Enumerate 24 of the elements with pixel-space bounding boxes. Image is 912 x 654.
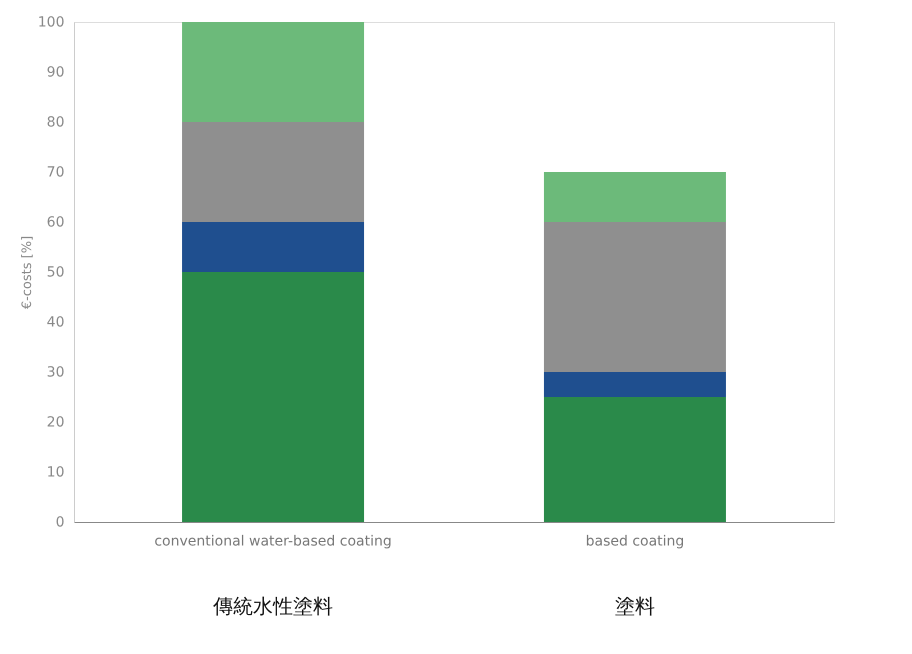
y-tick-label: 40 bbox=[46, 314, 64, 330]
y-tick-label: 50 bbox=[46, 264, 64, 280]
x-tick-label: based coating bbox=[586, 534, 684, 550]
bar bbox=[182, 222, 364, 272]
y-tick-label: 90 bbox=[46, 64, 64, 80]
y-axis-title: €-costs [%] bbox=[20, 236, 35, 310]
y-tick-label: 30 bbox=[46, 364, 64, 380]
y-tick-label: 10 bbox=[46, 464, 64, 480]
bar bbox=[544, 372, 726, 397]
bar bbox=[182, 122, 364, 222]
bar bbox=[544, 172, 726, 222]
text: 塗料 bbox=[614, 594, 655, 618]
bar bbox=[182, 272, 364, 522]
bar bbox=[544, 397, 726, 522]
bar bbox=[182, 22, 364, 122]
y-tick-label: 20 bbox=[46, 414, 64, 430]
text: 傳統水性塗料 bbox=[212, 594, 334, 618]
y-tick-label: 80 bbox=[46, 114, 64, 130]
y-tick-label: 60 bbox=[46, 214, 64, 230]
y-tick-label: 70 bbox=[46, 164, 64, 180]
bar bbox=[544, 222, 726, 372]
y-tick-label: 0 bbox=[56, 514, 64, 530]
y-tick-label: 100 bbox=[38, 14, 64, 30]
x-tick-label: conventional water-based coating bbox=[154, 534, 392, 550]
